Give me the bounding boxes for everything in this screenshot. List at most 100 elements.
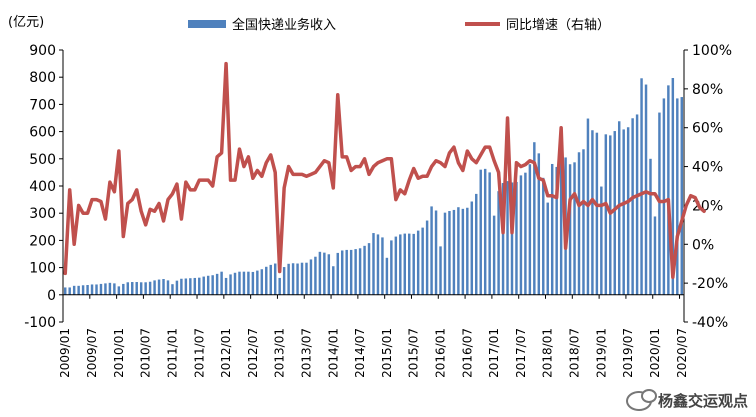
bar bbox=[577, 152, 581, 295]
bar bbox=[533, 142, 536, 295]
bar bbox=[461, 208, 465, 295]
bar bbox=[363, 245, 366, 295]
bar bbox=[385, 257, 389, 295]
bar bbox=[242, 271, 246, 295]
x-tick-label: 2013/07 bbox=[299, 328, 313, 378]
bar bbox=[555, 166, 558, 295]
x-tick-label: 2016/07 bbox=[460, 328, 474, 378]
bar bbox=[501, 183, 505, 295]
bar bbox=[497, 191, 500, 295]
bar bbox=[390, 240, 393, 295]
bar bbox=[470, 201, 474, 295]
bar bbox=[358, 248, 362, 295]
x-tick-label: 2014/07 bbox=[353, 328, 367, 378]
x-tick-label: 2020/07 bbox=[675, 328, 689, 378]
bar bbox=[667, 85, 670, 295]
x-tick-label: 2012/01 bbox=[219, 328, 233, 378]
bar bbox=[332, 266, 335, 295]
bar bbox=[68, 287, 71, 295]
bar bbox=[649, 158, 652, 295]
left-tick-label: 0 bbox=[47, 288, 56, 304]
bar bbox=[492, 215, 496, 295]
bar bbox=[296, 263, 299, 295]
bar bbox=[354, 249, 357, 295]
left-tick-label: 900 bbox=[29, 43, 56, 59]
x-tick-label: 2019/07 bbox=[621, 328, 635, 378]
x-tick-label: 2015/07 bbox=[407, 328, 421, 378]
right-tick-label: 60% bbox=[692, 121, 723, 137]
left-tick-label: 100 bbox=[29, 261, 56, 277]
x-tick-label: 2019/01 bbox=[594, 328, 608, 378]
bar bbox=[412, 233, 415, 295]
bar bbox=[582, 149, 585, 295]
bar bbox=[162, 279, 165, 295]
bar bbox=[631, 118, 634, 295]
bar bbox=[479, 169, 482, 295]
bar bbox=[448, 211, 451, 295]
bar bbox=[644, 84, 648, 295]
bar bbox=[394, 236, 398, 295]
bar bbox=[215, 273, 219, 295]
bar bbox=[300, 262, 304, 295]
bar bbox=[104, 283, 107, 295]
x-tick-label: 2010/01 bbox=[112, 328, 126, 378]
bar bbox=[291, 263, 295, 295]
bar bbox=[251, 271, 255, 295]
bar bbox=[153, 280, 156, 295]
bar bbox=[676, 98, 679, 295]
bar bbox=[519, 175, 523, 295]
bar bbox=[318, 251, 322, 295]
right-tick-label: 40% bbox=[692, 160, 723, 176]
bar bbox=[135, 282, 138, 295]
bar bbox=[537, 153, 541, 295]
bar bbox=[466, 207, 469, 295]
bar bbox=[157, 279, 161, 295]
bar bbox=[376, 234, 380, 295]
bar bbox=[131, 282, 134, 295]
left-tick-label: 500 bbox=[29, 152, 56, 168]
bar bbox=[265, 266, 268, 295]
bar bbox=[515, 181, 518, 295]
bar bbox=[372, 233, 375, 295]
bar bbox=[550, 163, 554, 295]
bar bbox=[269, 264, 272, 295]
bar bbox=[658, 112, 661, 295]
bar bbox=[488, 172, 491, 295]
bar bbox=[220, 271, 223, 295]
bar bbox=[256, 270, 259, 295]
bar bbox=[653, 216, 657, 295]
bar bbox=[211, 275, 214, 295]
bar bbox=[443, 212, 447, 295]
bar bbox=[483, 168, 487, 295]
bar bbox=[99, 283, 103, 295]
bar bbox=[573, 162, 576, 295]
bar bbox=[144, 282, 147, 295]
bar bbox=[617, 121, 621, 295]
bar bbox=[126, 282, 130, 295]
bar bbox=[367, 243, 371, 295]
bar bbox=[86, 285, 89, 295]
right-tick-label: 20% bbox=[692, 198, 723, 214]
bar bbox=[198, 277, 201, 295]
bar bbox=[591, 130, 594, 295]
x-tick-label: 2009/07 bbox=[85, 328, 99, 378]
bar bbox=[421, 227, 424, 295]
x-tick-label: 2018/01 bbox=[541, 328, 555, 378]
bar bbox=[117, 286, 121, 295]
bar bbox=[381, 237, 384, 295]
bar bbox=[528, 164, 532, 295]
bar bbox=[202, 276, 205, 295]
bar bbox=[604, 134, 608, 295]
bar bbox=[229, 274, 232, 295]
legend-label-growth: 同比增速（右轴） bbox=[506, 18, 610, 33]
left-tick-label: -100 bbox=[24, 315, 56, 331]
bar bbox=[622, 129, 625, 295]
bar bbox=[340, 250, 344, 295]
legend-label-revenue: 全国快递业务收入 bbox=[232, 17, 336, 33]
bar bbox=[349, 249, 353, 295]
bar bbox=[305, 262, 308, 295]
bar bbox=[568, 164, 572, 295]
bar bbox=[282, 267, 286, 295]
bar bbox=[90, 284, 94, 295]
bar bbox=[193, 277, 197, 295]
